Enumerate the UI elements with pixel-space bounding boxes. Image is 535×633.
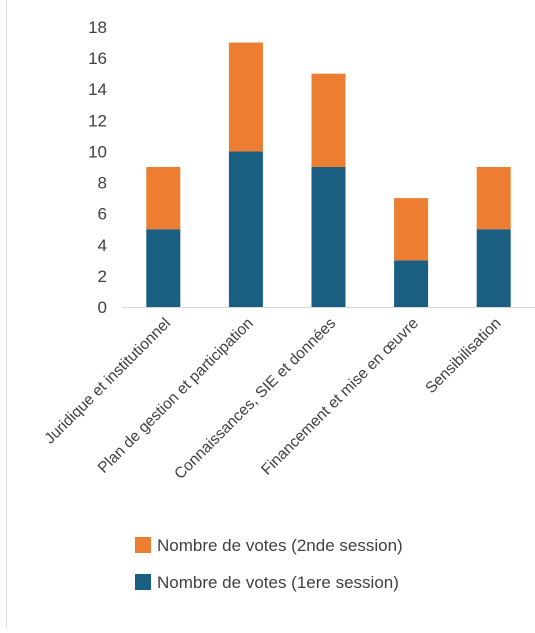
bar-segment-series-2	[311, 73, 346, 167]
y-tick-label: 2	[98, 267, 107, 286]
y-tick-label: 16	[88, 49, 107, 68]
legend-label: Nombre de votes (2nde session)	[157, 536, 403, 555]
legend-swatch	[135, 537, 151, 553]
x-tick-label: Sensibilisation	[422, 315, 504, 397]
y-axis: 0 2 4 6 8 10 12 14 16 18	[88, 18, 107, 317]
bar-segment-series-2	[476, 167, 511, 230]
legend-label: Nombre de votes (1ere session)	[157, 573, 399, 592]
legend-swatch	[135, 574, 151, 590]
bar-segment-series-2	[228, 42, 263, 152]
plot-area	[146, 42, 511, 307]
y-tick-label: 14	[88, 80, 107, 99]
bar-segment-series-2	[146, 167, 181, 230]
bar-segment-series-1	[394, 260, 429, 307]
y-tick-label: 18	[88, 18, 107, 37]
legend: Nombre de votes (2nde session) Nombre de …	[135, 536, 403, 592]
y-tick-label: 12	[88, 111, 107, 130]
x-tick-label: Connaissances, SIE et données	[171, 315, 339, 483]
x-tick-label: Plan de gestion et participation	[95, 315, 257, 477]
y-tick-label: 4	[98, 236, 107, 255]
bar-segment-series-1	[146, 229, 181, 307]
y-tick-label: 0	[98, 298, 107, 317]
y-tick-label: 6	[98, 205, 107, 224]
bar-segment-series-1	[228, 151, 263, 307]
bar-segment-series-1	[476, 229, 511, 307]
bar-segment-series-2	[394, 198, 429, 261]
x-tick-label: Financement et mise en œuvre	[258, 315, 422, 479]
y-tick-label: 10	[88, 142, 107, 161]
y-tick-label: 8	[98, 174, 107, 193]
bar-segment-series-1	[311, 167, 346, 307]
